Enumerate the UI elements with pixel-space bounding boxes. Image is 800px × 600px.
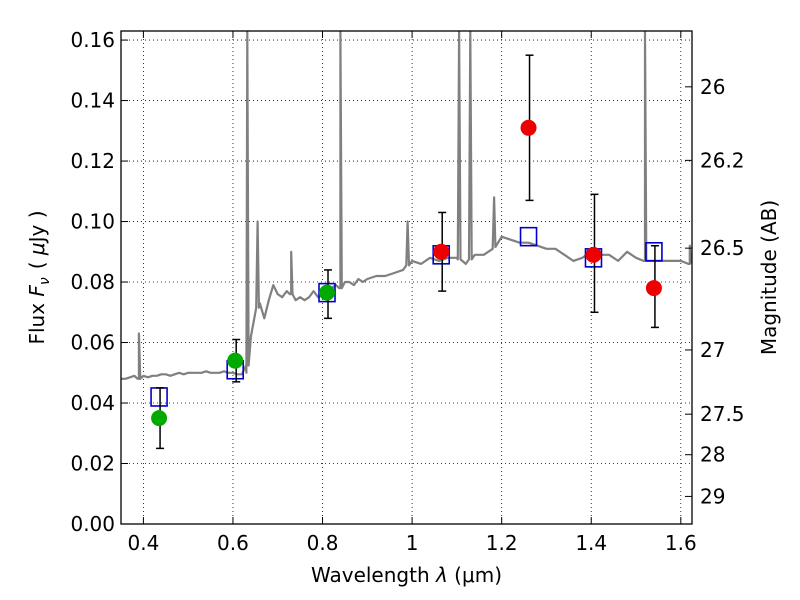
y2-tick-label: 28 <box>700 443 725 467</box>
observed-point <box>520 119 537 136</box>
axis-ticks: 0.4 0.6 0.8 1 1.2 1.4 1.6 0.00 0.02 0.04 0.06 0.08 0… <box>70 28 744 555</box>
y-tick-label: 0.16 <box>70 28 115 52</box>
x-axis-label: Wavelength λ (μm) <box>311 563 502 587</box>
x-tick-label: 1.6 <box>665 531 697 555</box>
x-tick-label: 0.8 <box>307 531 339 555</box>
grid-lines <box>121 31 692 525</box>
y2-tick-label: 26.5 <box>700 236 745 260</box>
y-tick-label: 0.12 <box>70 149 115 173</box>
observed-point <box>645 280 662 297</box>
y2-tick-label: 26 <box>700 75 725 99</box>
y-tick-label: 0.14 <box>70 89 115 113</box>
observed-point <box>319 284 336 301</box>
observed-point <box>151 410 168 427</box>
y-tick-label: 0.00 <box>70 512 115 536</box>
observed-point <box>227 352 244 369</box>
y-axis-label: Flux Fν( μJy ) <box>25 210 53 344</box>
y-tick-label: 0.02 <box>70 452 115 476</box>
observed-points-series <box>151 54 662 450</box>
y2-tick-label: 27.5 <box>700 402 745 426</box>
y-tick-label: 0.08 <box>70 270 115 294</box>
y-tick-label: 0.06 <box>70 331 115 355</box>
y2-tick-label: 26.2 <box>700 148 745 172</box>
model-point-box <box>645 241 663 262</box>
x-tick-label: 0.6 <box>217 531 249 555</box>
spectrum-line <box>121 31 692 380</box>
y2-axis-label: Magnitude (AB) <box>757 200 781 355</box>
x-tick-label: 0.4 <box>127 531 159 555</box>
observed-point <box>433 243 450 260</box>
y2-tick-label: 29 <box>700 484 725 508</box>
observed-point <box>585 246 602 263</box>
x-tick-label: 1 <box>406 531 419 555</box>
y-tick-label: 0.10 <box>70 210 115 234</box>
x-tick-label: 1.4 <box>575 531 607 555</box>
x-tick-label: 1.2 <box>486 531 518 555</box>
spectrum-series <box>121 31 692 380</box>
y2-tick-label: 27 <box>700 338 725 362</box>
plot-frame <box>120 30 693 525</box>
model-point-box <box>519 226 538 247</box>
y-tick-label: 0.04 <box>70 391 115 415</box>
